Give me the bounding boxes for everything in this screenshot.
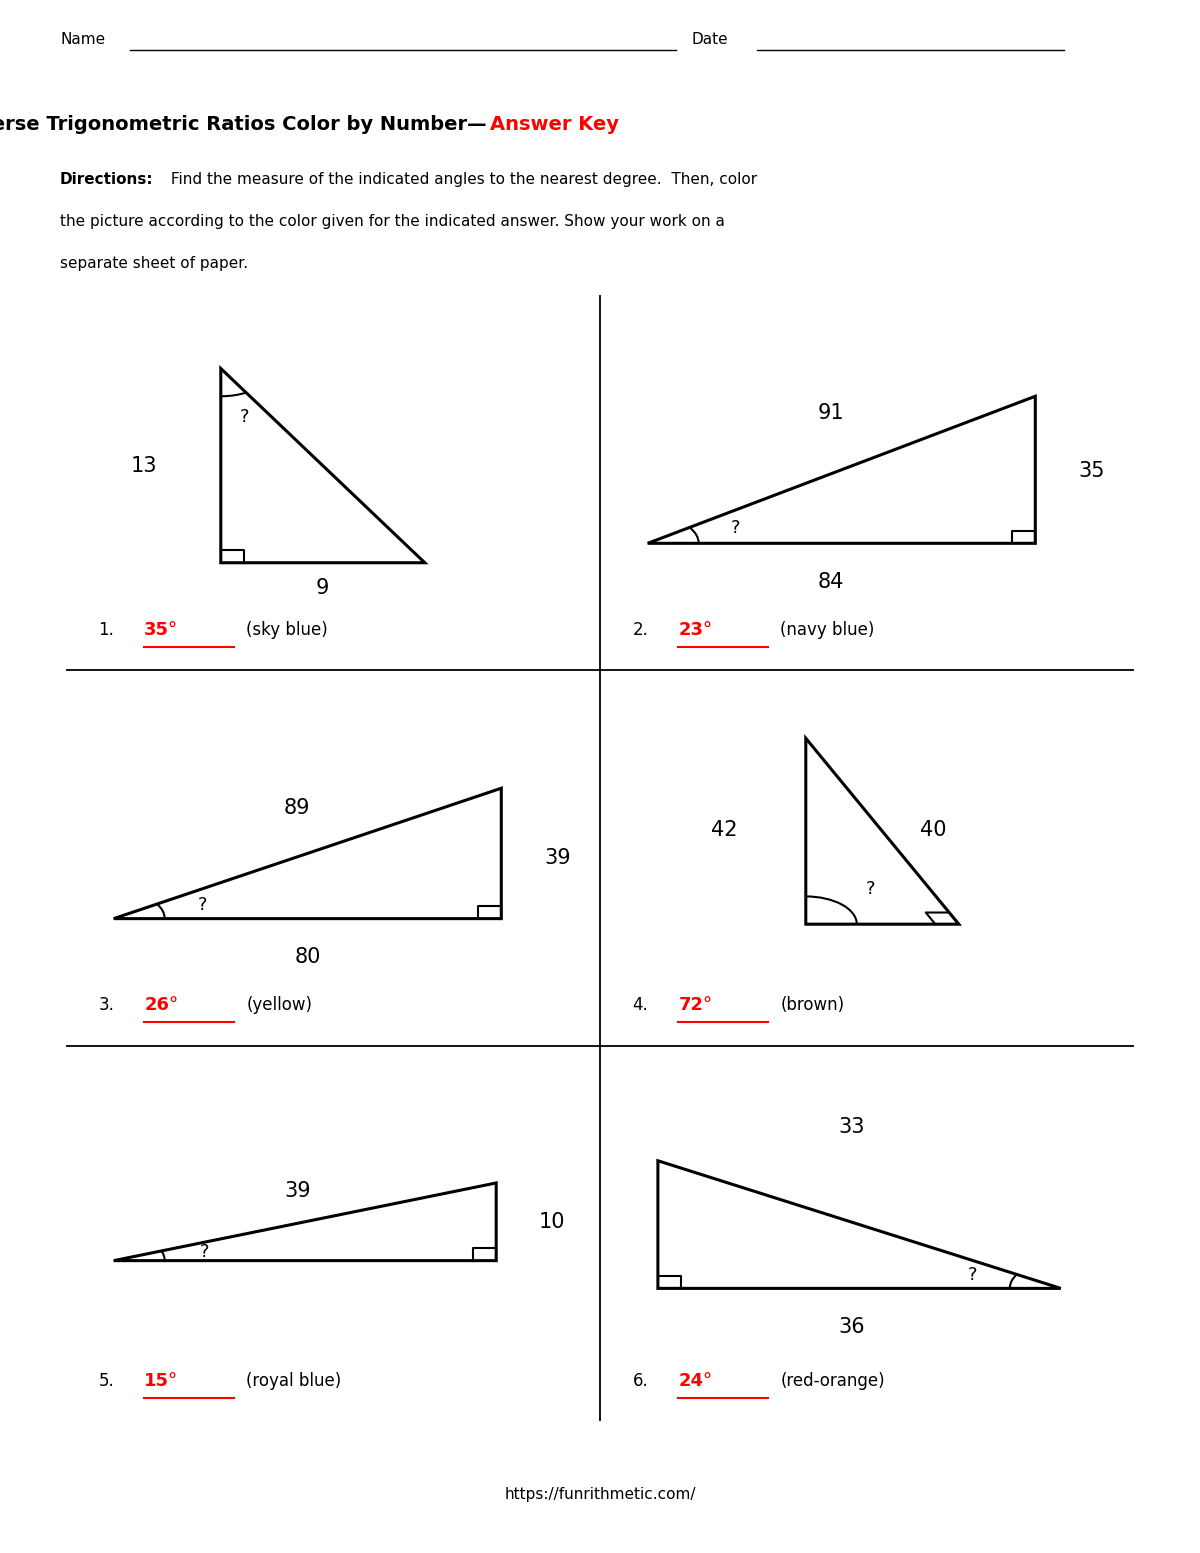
Text: ?: ? — [199, 1242, 209, 1261]
Text: separate sheet of paper.: separate sheet of paper. — [60, 256, 248, 272]
Text: 35: 35 — [1078, 461, 1105, 481]
Text: ?: ? — [240, 408, 250, 426]
Text: (brown): (brown) — [780, 997, 845, 1014]
Text: 89: 89 — [284, 798, 311, 817]
Text: 1.: 1. — [98, 621, 114, 640]
Text: 39: 39 — [284, 1182, 311, 1202]
Text: (royal blue): (royal blue) — [246, 1371, 342, 1390]
Text: (sky blue): (sky blue) — [246, 621, 328, 640]
Text: ?: ? — [967, 1266, 977, 1284]
Text: 91: 91 — [818, 402, 845, 422]
Text: 2.: 2. — [632, 621, 648, 640]
Text: 40: 40 — [920, 820, 947, 840]
Text: Answer Key: Answer Key — [490, 115, 619, 134]
Text: 23°: 23° — [678, 621, 713, 640]
Text: 80: 80 — [294, 947, 320, 968]
Text: (navy blue): (navy blue) — [780, 621, 875, 640]
Text: 10: 10 — [539, 1211, 565, 1232]
Text: 84: 84 — [818, 572, 845, 592]
Text: 4.: 4. — [632, 997, 648, 1014]
Text: Inverse Trigonometric Ratios Color by Number—: Inverse Trigonometric Ratios Color by Nu… — [0, 115, 487, 134]
Text: 9: 9 — [316, 578, 330, 598]
Text: 35°: 35° — [144, 621, 179, 640]
Text: https://funrithmetic.com/: https://funrithmetic.com/ — [504, 1488, 696, 1502]
Text: the picture according to the color given for the indicated answer. Show your wor: the picture according to the color given… — [60, 214, 725, 230]
Text: 15°: 15° — [144, 1371, 179, 1390]
Text: Date: Date — [691, 33, 728, 47]
Text: ?: ? — [866, 881, 876, 898]
Text: Directions:: Directions: — [60, 172, 154, 188]
Text: 5.: 5. — [98, 1371, 114, 1390]
Text: 33: 33 — [839, 1118, 865, 1137]
Text: 6.: 6. — [632, 1371, 648, 1390]
Text: 42: 42 — [710, 820, 738, 840]
Text: (red-orange): (red-orange) — [780, 1371, 884, 1390]
Text: 26°: 26° — [144, 997, 179, 1014]
Text: Name: Name — [60, 33, 106, 47]
Text: ?: ? — [731, 519, 740, 537]
Text: ?: ? — [197, 896, 206, 915]
Text: 24°: 24° — [678, 1371, 713, 1390]
Text: Find the measure of the indicated angles to the nearest degree.  Then, color: Find the measure of the indicated angles… — [166, 172, 757, 188]
Text: (yellow): (yellow) — [246, 997, 312, 1014]
Text: 36: 36 — [839, 1317, 865, 1337]
Text: 3.: 3. — [98, 997, 114, 1014]
Text: 72°: 72° — [678, 997, 713, 1014]
Text: 13: 13 — [131, 455, 157, 475]
Text: 39: 39 — [544, 848, 571, 868]
